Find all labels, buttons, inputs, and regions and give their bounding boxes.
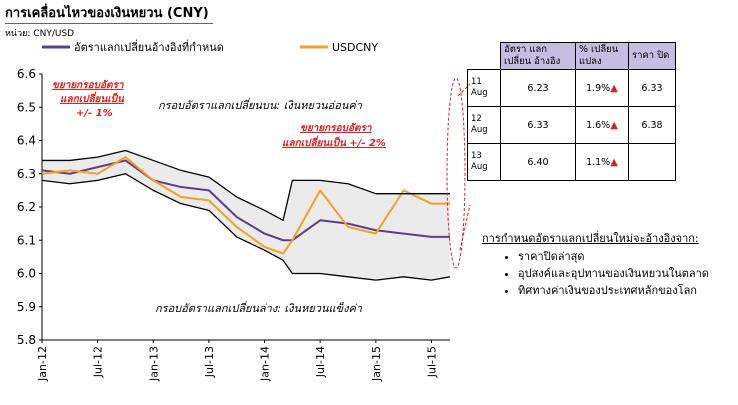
table-header-reference: อัตรา แลกเปลี่ยน อ้างอิง: [500, 42, 576, 70]
table-cell-date: 11 Aug: [467, 69, 501, 107]
y-tick-label: 6.6: [17, 67, 36, 81]
y-tick-label: 5.8: [17, 333, 36, 347]
date-month: Aug: [471, 162, 488, 172]
band-fill: [42, 150, 450, 281]
x-tick-label: Jul-15: [425, 346, 438, 378]
table-cell-reference: 6.33: [500, 106, 576, 144]
y-tick-label: 6.3: [17, 167, 36, 181]
table-header-blank: [467, 42, 501, 70]
series-line-upper-band: [42, 149, 450, 221]
table-row: 12 Aug 6.33 1.6%▲ 6.38: [467, 106, 676, 144]
x-tick-label: Jan-15: [370, 346, 383, 382]
table-cell-reference: 6.23: [500, 69, 576, 107]
date-day: 12: [471, 114, 482, 124]
series-line-lower-band: [41, 173, 451, 281]
change-value: 1.9%: [586, 82, 611, 94]
annotation-band-lower: กรอบอัตราแลกเปลี่ยนล่าง: เงินหยวนแข็งค่า: [155, 300, 363, 315]
legend-label-reference: อัตราแลกเปลี่ยนอ้างอิงที่กำหนด: [74, 39, 224, 54]
callout-line-top: [457, 83, 471, 97]
annotation-widen1-line2: แลกเปลี่ยนเป็น: [60, 91, 125, 105]
date-month: Aug: [471, 88, 488, 98]
up-arrow-icon: ▲: [610, 82, 618, 94]
change-value: 1.1%: [586, 156, 611, 168]
change-value: 1.6%: [586, 119, 611, 131]
date-day: 13: [471, 151, 482, 161]
table-cell-change: 1.6%▲: [575, 106, 629, 144]
table-row: 13 Aug 6.40 1.1%▲: [467, 143, 676, 181]
up-arrow-icon: ▲: [610, 119, 618, 131]
notes-item: อุปสงค์และอุปทานของเงินหยวนในตลาด: [518, 267, 727, 281]
table-cell-date: 12 Aug: [467, 106, 501, 144]
series-line-usdcny: [41, 156, 450, 255]
y-tick-label: 6.2: [17, 200, 36, 214]
table-cell-reference: 6.40: [500, 143, 576, 181]
x-tick-label: Jan-14: [259, 346, 272, 382]
annotation-widen1-line3: +/- 1%: [76, 108, 113, 119]
annotation-widen1-line1: ขยายกรอบอัตรา: [52, 79, 125, 91]
notes-panel: การกำหนดอัตราแลกเปลี่ยนใหม่จะอ้างอิงจาก:…: [482, 232, 727, 301]
x-tick-label: Jan-13: [147, 346, 160, 382]
x-tick-label: Jul-14: [314, 346, 327, 378]
y-tick-label: 5.9: [17, 300, 36, 314]
table-cell-change: 1.9%▲: [575, 69, 629, 107]
callout-line-bottom: [459, 204, 471, 251]
date-day: 11: [471, 77, 482, 87]
table-cell-close: 6.33: [628, 69, 676, 107]
x-tick-label: Jul-12: [92, 346, 105, 378]
table-cell-close: [628, 143, 676, 181]
rate-table: อัตรา แลกเปลี่ยน อ้างอิง % เปลี่ยน แปลง …: [467, 42, 676, 181]
highlight-ellipse: [446, 77, 466, 269]
table-header-change: % เปลี่ยน แปลง: [575, 42, 629, 70]
notes-item: ทิศทางค่าเงินของประเทศหลักของโลก: [518, 284, 727, 298]
notes-item: ราคาปิดล่าสุด: [518, 250, 727, 264]
y-tick-label: 6.0: [17, 267, 36, 281]
table-row: 11 Aug 6.23 1.9%▲ 6.33: [467, 69, 676, 107]
table-header-row: อัตรา แลกเปลี่ยน อ้างอิง % เปลี่ยน แปลง …: [467, 42, 676, 70]
x-tick-label: Jan-12: [36, 346, 49, 382]
table-cell-close: 6.38: [628, 106, 676, 144]
page-title: การเคลื่อนไหวของเงินหยวน (CNY): [5, 2, 213, 24]
annotation-widen2-line2: แลกเปลี่ยนเป็น +/- 2%: [282, 135, 386, 149]
x-tick-label: Jul-13: [203, 346, 216, 378]
table-cell-change: 1.1%▲: [575, 143, 629, 181]
notes-list: ราคาปิดล่าสุด อุปสงค์และอุปทานของเงินหยว…: [482, 250, 727, 298]
legend-label-usdcny: USDCNY: [332, 41, 378, 54]
unit-label: หน่วย: CNY/USD: [5, 29, 75, 39]
table-header-close: ราคา ปิด: [628, 42, 676, 70]
y-tick-label: 6.5: [17, 100, 36, 114]
up-arrow-icon: ▲: [610, 156, 618, 168]
y-tick-label: 6.1: [17, 233, 36, 247]
annotation-widen2-line1: ขยายกรอบอัตรา: [300, 122, 373, 134]
y-tick-label: 6.4: [17, 134, 36, 148]
notes-heading: การกำหนดอัตราแลกเปลี่ยนใหม่จะอ้างอิงจาก:: [482, 232, 699, 245]
annotation-band-upper: กรอบอัตราแลกเปลี่ยนบน: เงินหยวนอ่อนค่า: [158, 97, 363, 112]
date-month: Aug: [471, 125, 488, 135]
table-cell-date: 13 Aug: [467, 143, 501, 181]
